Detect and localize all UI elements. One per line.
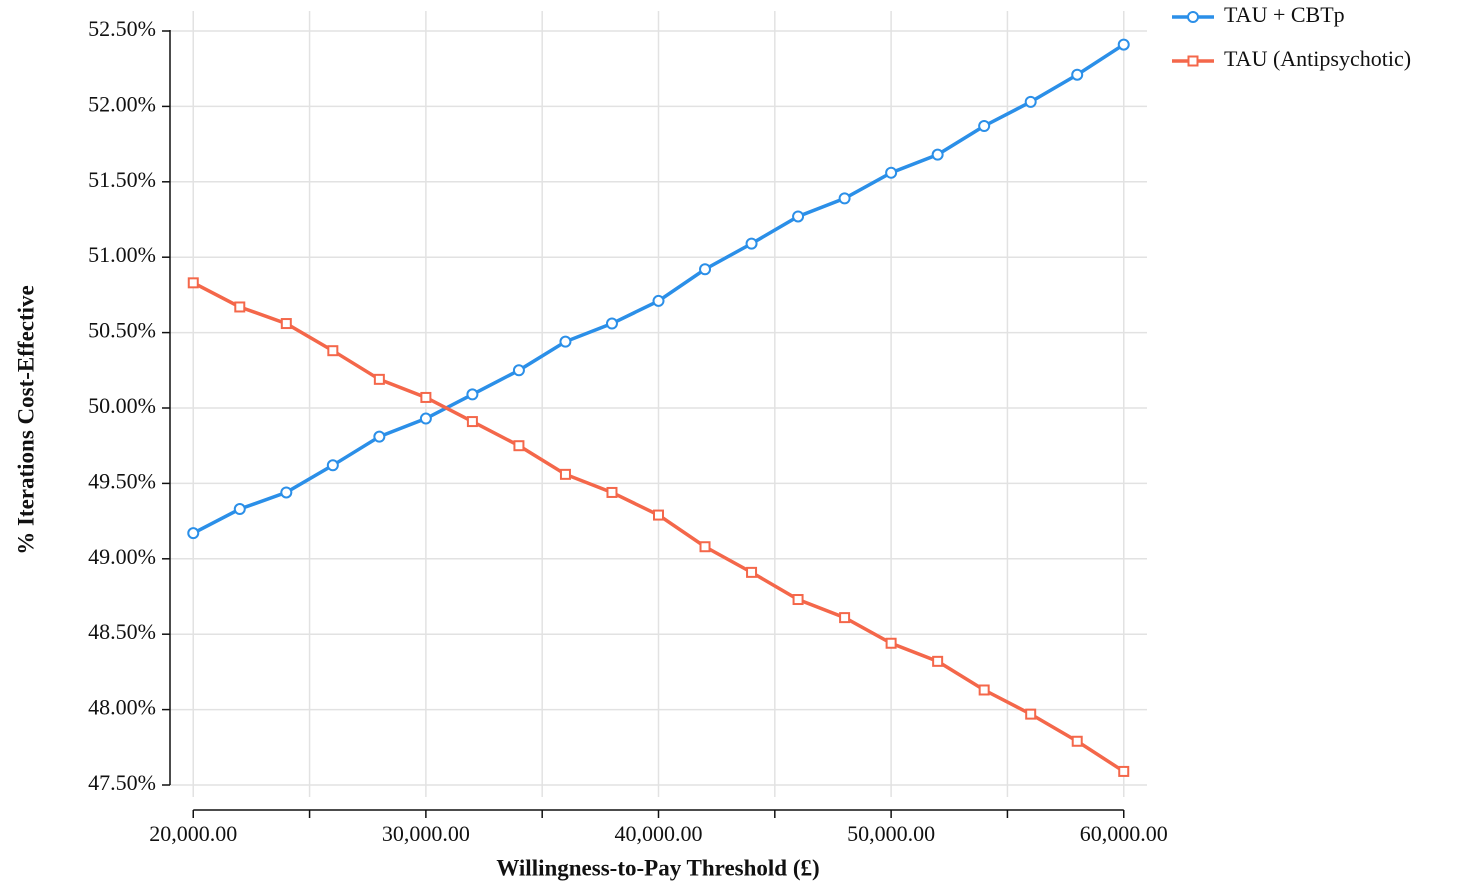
y-tick-label: 47.50% xyxy=(88,770,156,795)
point xyxy=(745,237,758,250)
point xyxy=(838,192,851,205)
point xyxy=(699,263,712,276)
point xyxy=(978,684,990,696)
point xyxy=(885,166,898,179)
y-tick-label: 52.50% xyxy=(88,16,156,41)
point xyxy=(792,210,805,223)
point xyxy=(187,277,199,289)
y-tick-label: 51.50% xyxy=(88,167,156,192)
legend-label: TAU (Antipsychotic) xyxy=(1224,46,1411,71)
point xyxy=(373,430,386,443)
point xyxy=(327,345,339,357)
y-tick-label: 52.00% xyxy=(88,91,156,116)
point xyxy=(233,503,246,516)
point xyxy=(513,440,525,452)
point xyxy=(466,388,479,401)
x-tick-label: 60,000.00 xyxy=(1080,821,1168,846)
legend-label: TAU + CBTp xyxy=(1224,2,1345,27)
point xyxy=(1024,95,1037,108)
point xyxy=(699,541,711,553)
point xyxy=(420,391,432,403)
series xyxy=(187,38,1130,540)
point xyxy=(978,120,991,133)
point xyxy=(234,301,246,313)
point xyxy=(839,612,851,624)
y-tick-label: 51.00% xyxy=(88,242,156,267)
point xyxy=(653,509,664,521)
point xyxy=(792,594,804,606)
y-tick-label: 50.00% xyxy=(88,393,156,418)
point xyxy=(1071,68,1084,81)
point xyxy=(652,294,665,307)
point xyxy=(559,468,571,480)
y-tick-label: 49.50% xyxy=(88,468,156,493)
point xyxy=(466,416,478,428)
legend-marker xyxy=(1187,11,1199,23)
point xyxy=(1025,708,1037,720)
y-tick-label: 49.00% xyxy=(88,544,156,569)
x-axis-label: Willingness-to-Pay Threshold (£) xyxy=(496,855,819,880)
point xyxy=(512,364,525,377)
x-tick-label: 30,000.00 xyxy=(382,821,470,846)
point xyxy=(326,459,339,472)
point xyxy=(280,318,292,330)
y-tick-label: 48.50% xyxy=(88,619,156,644)
point xyxy=(1118,765,1130,777)
point xyxy=(746,566,758,578)
point xyxy=(419,412,432,425)
point xyxy=(885,637,897,649)
series xyxy=(187,277,1130,777)
x-tick-label: 40,000.00 xyxy=(615,821,703,846)
point xyxy=(606,486,618,498)
point xyxy=(932,655,944,667)
y-tick-label: 50.50% xyxy=(88,318,156,343)
point xyxy=(605,317,618,330)
point xyxy=(280,486,293,499)
y-tick-label: 48.00% xyxy=(88,695,156,720)
y-axis-label: % Iterations Cost-Effective xyxy=(13,285,38,555)
grid xyxy=(170,11,1147,797)
point xyxy=(187,527,200,540)
point xyxy=(931,148,944,161)
point xyxy=(373,373,385,385)
point xyxy=(1117,38,1130,51)
legend-marker xyxy=(1187,55,1199,67)
x-tick-label: 20,000.00 xyxy=(149,821,237,846)
point xyxy=(1071,735,1083,747)
x-tick-label: 50,000.00 xyxy=(847,821,935,846)
point xyxy=(559,335,572,348)
